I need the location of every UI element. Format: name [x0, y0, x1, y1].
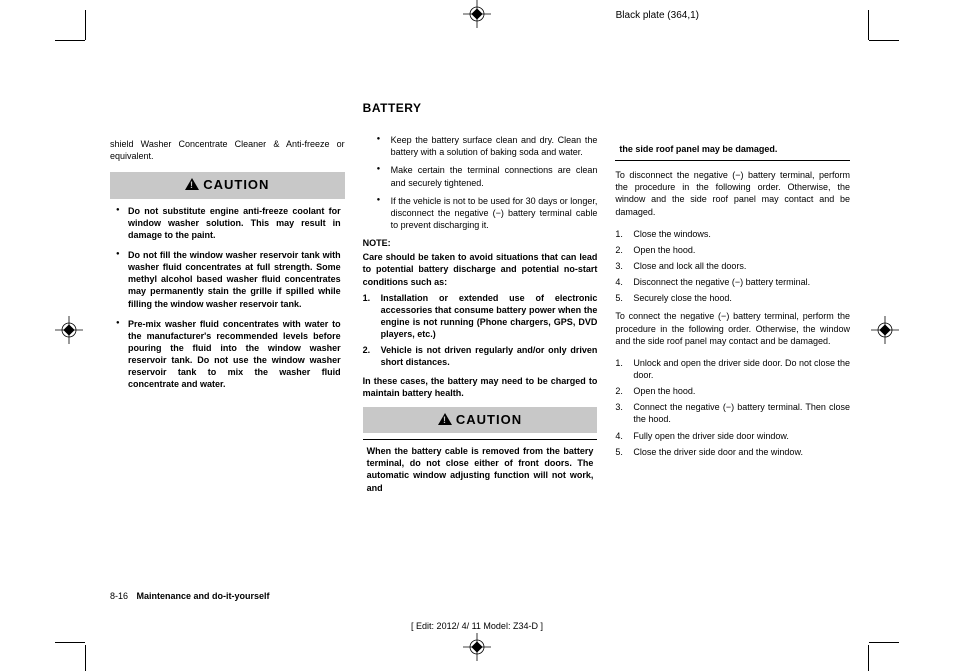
column-2: BATTERY Keep the battery surface clean a… [363, 100, 598, 499]
note-label: NOTE: [363, 237, 598, 249]
caution-item: Do not fill the window washer reservoir … [114, 249, 341, 310]
step-item: 4.Disconnect the negative (−) battery te… [615, 276, 850, 288]
step-item: 4.Fully open the driver side door window… [615, 430, 850, 442]
footer-left: 8-16 Maintenance and do-it-yourself [110, 591, 270, 601]
section-title-battery: BATTERY [363, 100, 598, 116]
caution-item: Do not substitute engine anti-freeze coo… [114, 205, 341, 241]
disconnect-intro: To disconnect the negative (−) battery t… [615, 169, 850, 218]
section-name: Maintenance and do-it-yourself [137, 591, 270, 601]
step-item: 5.Securely close the hood. [615, 292, 850, 304]
page-content: shield Washer Concentrate Cleaner & Anti… [110, 100, 850, 499]
caution-cont: the side roof panel may be damaged. [619, 143, 846, 155]
caution-text: When the battery cable is removed from t… [367, 445, 594, 494]
column-1: shield Washer Concentrate Cleaner & Anti… [110, 100, 345, 499]
bullet-item: Make certain the terminal connections ar… [377, 164, 598, 188]
svg-text:!: ! [190, 180, 194, 190]
caution-item: Pre-mix washer fluid concentrates with w… [114, 318, 341, 391]
bullet-item: If the vehicle is not to be used for 30 … [377, 195, 598, 231]
step-item: 2.Open the hood. [615, 385, 850, 397]
connect-steps: 1.Unlock and open the driver side door. … [615, 357, 850, 458]
battery-bullets: Keep the battery surface clean and dry. … [363, 134, 598, 231]
step-item: 2.Open the hood. [615, 244, 850, 256]
footer-edit: [ Edit: 2012/ 4/ 11 Model: Z34-D ] [0, 621, 954, 631]
reg-mark-bottom [463, 633, 491, 661]
intro-text: shield Washer Concentrate Cleaner & Anti… [110, 138, 345, 162]
caution-text-box-1: When the battery cable is removed from t… [363, 439, 598, 499]
step-item: 1.Close the windows. [615, 228, 850, 240]
caution-text-box-2: the side roof panel may be damaged. [615, 138, 850, 161]
disconnect-steps: 1.Close the windows. 2.Open the hood. 3.… [615, 228, 850, 305]
note-intro: Care should be taken to avoid situations… [363, 251, 598, 287]
step-item: 3.Close and lock all the doors. [615, 260, 850, 272]
caution-list-1: Do not substitute engine anti-freeze coo… [110, 205, 345, 391]
note-num-list: 1.Installation or extended use of electr… [363, 292, 598, 369]
reg-mark-right [871, 316, 899, 344]
step-item: 1.Unlock and open the driver side door. … [615, 357, 850, 381]
note-outro: In these cases, the battery may need to … [363, 375, 598, 399]
reg-mark-left [55, 316, 83, 344]
svg-text:!: ! [443, 415, 447, 425]
step-item: 3.Connect the negative (−) battery termi… [615, 401, 850, 425]
connect-intro: To connect the negative (−) battery term… [615, 310, 850, 346]
warning-icon: ! [438, 412, 452, 430]
column-3: the side roof panel may be damaged. To d… [615, 100, 850, 499]
warning-icon: ! [185, 177, 199, 195]
note-item: 1.Installation or extended use of electr… [363, 292, 598, 341]
page-number: 8-16 [110, 591, 128, 601]
plate-label: Black plate (364,1) [616, 10, 699, 21]
caution-header-1: !CAUTION [110, 172, 345, 198]
note-item: 2.Vehicle is not driven regularly and/or… [363, 344, 598, 368]
reg-mark-top [463, 0, 491, 28]
step-item: 5.Close the driver side door and the win… [615, 446, 850, 458]
bullet-item: Keep the battery surface clean and dry. … [377, 134, 598, 158]
caution-header-2: !CAUTION [363, 407, 598, 433]
